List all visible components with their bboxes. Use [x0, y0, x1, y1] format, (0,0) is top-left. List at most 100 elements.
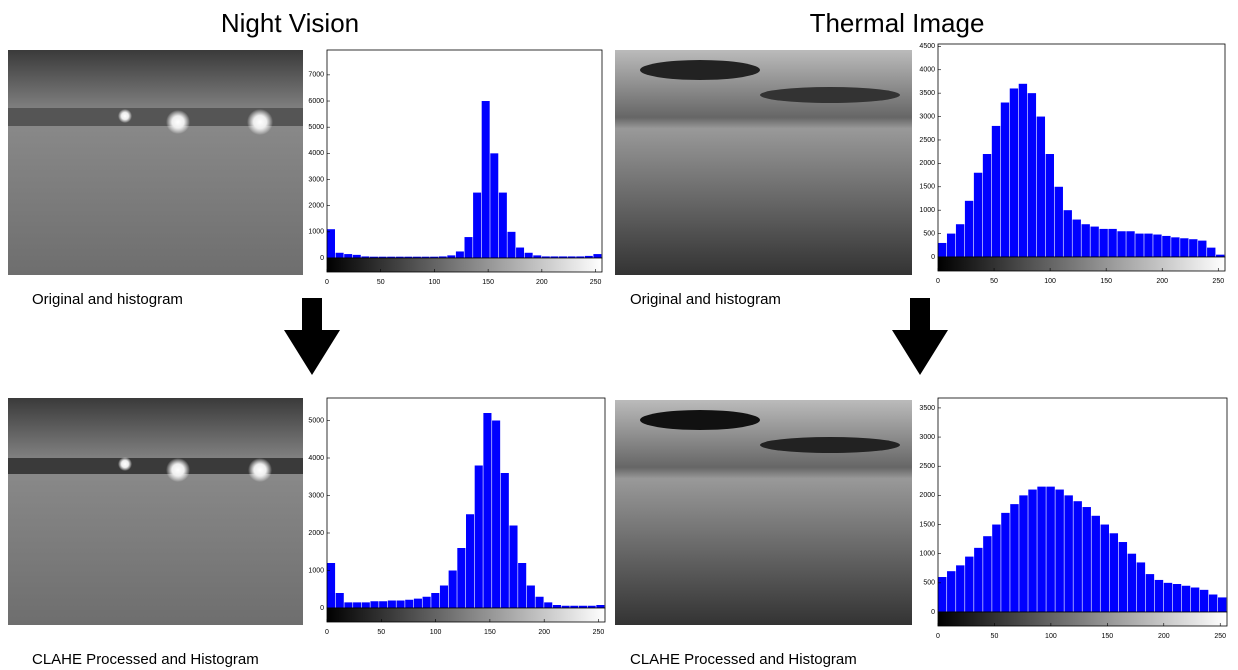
x-tick-label: 200	[1156, 278, 1168, 285]
bar	[544, 602, 553, 608]
bar	[559, 256, 568, 258]
bar	[526, 585, 535, 608]
x-tick-label: 250	[590, 279, 602, 286]
bar	[1136, 562, 1146, 612]
bar	[498, 192, 507, 258]
bar	[507, 231, 516, 258]
y-tick-label: 4000	[919, 67, 935, 74]
y-tick-label: 4000	[308, 150, 324, 157]
bar	[492, 420, 501, 608]
y-tick-label: 3000	[919, 113, 935, 120]
bar	[490, 153, 499, 258]
bar	[938, 242, 947, 257]
bar	[578, 605, 588, 608]
bar	[327, 563, 336, 608]
y-tick-label: 3000	[308, 492, 324, 499]
bar	[500, 473, 509, 608]
bar	[964, 200, 974, 257]
x-tick-label: 200	[536, 279, 548, 286]
y-tick-label: 4000	[308, 455, 324, 462]
y-tick-label: 3500	[919, 90, 935, 97]
bar	[1028, 489, 1037, 612]
heading: Night Vision	[221, 8, 359, 38]
bar	[518, 563, 527, 608]
y-tick-label: 1500	[919, 521, 935, 528]
colorbar	[937, 256, 1226, 272]
y-tick-label: 2000	[919, 160, 935, 167]
bar	[1010, 504, 1019, 612]
bar	[1091, 515, 1100, 612]
bar	[387, 256, 396, 258]
bar	[404, 256, 413, 258]
y-tick-label: 1500	[919, 184, 935, 191]
bar	[335, 252, 344, 258]
bar	[474, 465, 483, 608]
bar	[1126, 231, 1135, 257]
bar	[1144, 233, 1153, 257]
caption: Original and histogram	[32, 291, 183, 308]
bar	[535, 596, 544, 608]
bar	[1027, 93, 1037, 258]
bar	[1045, 154, 1054, 257]
x-tick-label: 100	[430, 629, 442, 636]
bar	[455, 251, 464, 258]
bar	[1046, 486, 1055, 612]
bar	[1208, 594, 1218, 612]
y-tick-label: 2000	[919, 492, 935, 499]
bar	[352, 254, 361, 258]
bar	[466, 514, 475, 608]
bar	[1108, 228, 1117, 257]
bar	[1198, 240, 1207, 257]
bar	[946, 233, 956, 257]
x-tick-label: 0	[936, 633, 940, 640]
bar	[593, 254, 602, 258]
bar	[584, 255, 593, 258]
bar	[1019, 495, 1028, 612]
y-tick-label: 0	[931, 609, 935, 616]
y-tick-label: 5000	[308, 417, 324, 424]
bar	[516, 247, 525, 258]
bar	[378, 256, 387, 258]
bar	[353, 602, 362, 608]
y-tick-label: 7000	[308, 72, 324, 79]
bar	[1064, 495, 1073, 612]
x-tick-label: 150	[1101, 633, 1113, 640]
bar	[431, 593, 440, 608]
y-tick-label: 3500	[919, 405, 935, 412]
y-tick-label: 2500	[919, 137, 935, 144]
bar	[369, 256, 378, 258]
x-tick-label: 250	[593, 629, 605, 636]
photo	[615, 50, 912, 275]
bar	[541, 256, 550, 258]
y-tick-label: 5000	[308, 124, 324, 131]
bar	[1172, 584, 1182, 612]
x-tick-label: 50	[377, 279, 385, 286]
bar	[361, 602, 370, 608]
bar	[1081, 224, 1090, 257]
y-tick-label: 1000	[308, 229, 324, 236]
bar	[982, 154, 992, 257]
bar	[413, 598, 422, 608]
bar	[327, 229, 335, 258]
axes-box	[326, 49, 603, 259]
bar	[481, 101, 490, 259]
bar	[509, 525, 518, 608]
colorbar	[937, 611, 1228, 627]
bar	[955, 224, 965, 257]
bar	[447, 255, 456, 258]
x-tick-label: 0	[325, 629, 329, 636]
bar	[533, 255, 542, 258]
y-tick-label: 1000	[308, 567, 324, 574]
bar	[344, 254, 353, 258]
bar	[974, 547, 983, 612]
y-tick-label: 500	[923, 230, 935, 237]
bar	[1000, 102, 1010, 258]
bar	[1163, 582, 1173, 612]
bar	[1117, 231, 1126, 257]
bar	[1145, 574, 1155, 612]
bar	[1054, 186, 1063, 257]
bar	[1199, 589, 1209, 612]
bar	[379, 601, 388, 608]
bar	[947, 571, 956, 612]
x-tick-label: 250	[1214, 633, 1226, 640]
